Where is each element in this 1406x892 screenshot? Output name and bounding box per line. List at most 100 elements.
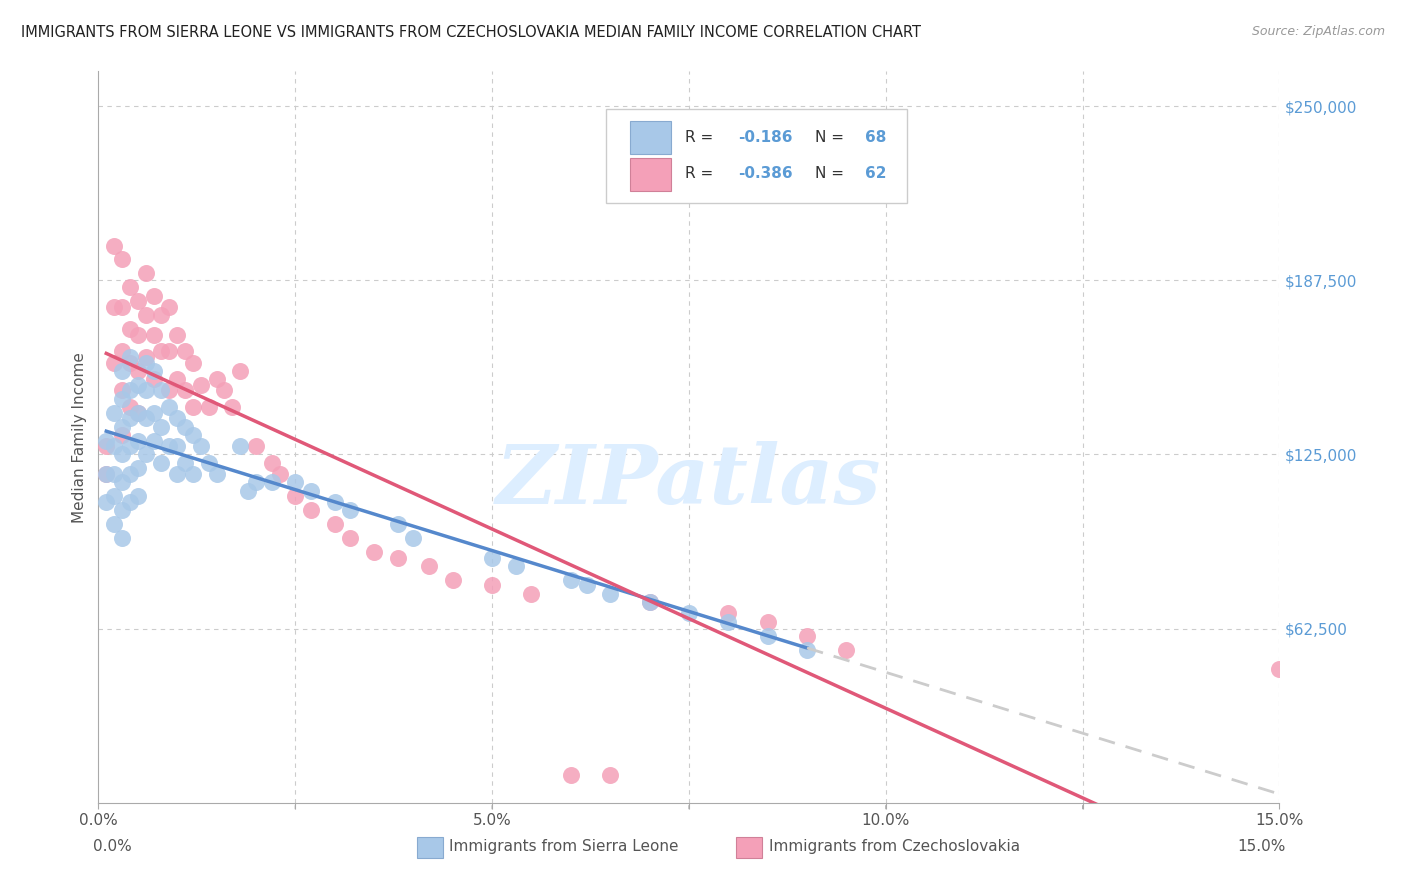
- Point: [118, 411, 141, 425]
- Point: [221, 400, 243, 414]
- Point: [299, 483, 322, 498]
- Point: [142, 288, 165, 302]
- Bar: [630, 121, 671, 154]
- Point: [157, 400, 180, 414]
- Text: IMMIGRANTS FROM SIERRA LEONE VS IMMIGRANTS FROM CZECHOSLOVAKIA MEDIAN FAMILY INC: IMMIGRANTS FROM SIERRA LEONE VS IMMIGRAN…: [21, 25, 921, 40]
- Point: [181, 467, 204, 481]
- Point: [245, 475, 267, 490]
- Text: 68: 68: [865, 129, 886, 145]
- Point: [118, 439, 141, 453]
- Point: [197, 400, 219, 414]
- Point: [111, 300, 134, 314]
- Point: [560, 573, 582, 587]
- Text: 62: 62: [865, 166, 886, 181]
- Point: [103, 489, 125, 503]
- Point: [142, 364, 165, 378]
- Point: [150, 456, 173, 470]
- Point: [118, 350, 141, 364]
- Point: [103, 467, 125, 481]
- Point: [599, 587, 621, 601]
- Bar: [418, 838, 443, 858]
- Point: [103, 439, 125, 453]
- Point: [717, 615, 740, 629]
- Point: [150, 384, 173, 398]
- Point: [127, 327, 149, 342]
- Point: [103, 355, 125, 369]
- Point: [402, 531, 425, 545]
- Point: [181, 400, 204, 414]
- Point: [166, 327, 188, 342]
- Point: [135, 355, 157, 369]
- Point: [157, 344, 180, 359]
- Point: [441, 573, 464, 587]
- Point: [127, 406, 149, 420]
- Point: [387, 517, 409, 532]
- Point: [135, 448, 157, 462]
- Point: [190, 439, 212, 453]
- Point: [103, 517, 125, 532]
- Point: [127, 364, 149, 378]
- Point: [269, 467, 291, 481]
- Point: [111, 448, 134, 462]
- Point: [174, 456, 197, 470]
- Point: [96, 439, 118, 453]
- Bar: [737, 838, 762, 858]
- Point: [638, 595, 661, 609]
- Point: [157, 384, 180, 398]
- Point: [111, 384, 134, 398]
- Text: -0.386: -0.386: [738, 166, 793, 181]
- Point: [127, 377, 149, 392]
- Text: R =: R =: [685, 166, 718, 181]
- Point: [181, 428, 204, 442]
- Point: [339, 503, 361, 517]
- Point: [150, 308, 173, 322]
- Point: [190, 377, 212, 392]
- Point: [418, 558, 440, 573]
- Y-axis label: Median Family Income: Median Family Income: [72, 351, 87, 523]
- Point: [96, 434, 118, 448]
- Point: [118, 400, 141, 414]
- Point: [111, 252, 134, 267]
- Point: [118, 467, 141, 481]
- Point: [284, 475, 307, 490]
- Point: [118, 280, 141, 294]
- Point: [111, 531, 134, 545]
- Point: [560, 768, 582, 782]
- Point: [166, 372, 188, 386]
- Point: [638, 595, 661, 609]
- Point: [363, 545, 385, 559]
- Point: [103, 300, 125, 314]
- Point: [142, 434, 165, 448]
- Point: [505, 558, 527, 573]
- Point: [96, 467, 118, 481]
- Point: [142, 327, 165, 342]
- Point: [150, 419, 173, 434]
- Text: Source: ZipAtlas.com: Source: ZipAtlas.com: [1251, 25, 1385, 38]
- Point: [111, 364, 134, 378]
- Point: [111, 503, 134, 517]
- Text: 0.0%: 0.0%: [93, 839, 131, 855]
- Point: [127, 489, 149, 503]
- Point: [111, 392, 134, 406]
- Point: [197, 456, 219, 470]
- Point: [157, 300, 180, 314]
- Point: [520, 587, 543, 601]
- Point: [111, 344, 134, 359]
- Point: [135, 411, 157, 425]
- Point: [205, 372, 228, 386]
- Point: [96, 467, 118, 481]
- Point: [103, 406, 125, 420]
- Point: [481, 550, 503, 565]
- Text: N =: N =: [815, 166, 849, 181]
- Point: [142, 406, 165, 420]
- Point: [157, 439, 180, 453]
- Text: -0.186: -0.186: [738, 129, 793, 145]
- Point: [481, 578, 503, 592]
- Point: [756, 615, 779, 629]
- Point: [166, 439, 188, 453]
- Point: [717, 607, 740, 621]
- Point: [118, 495, 141, 509]
- Point: [181, 355, 204, 369]
- Point: [796, 642, 818, 657]
- Point: [150, 344, 173, 359]
